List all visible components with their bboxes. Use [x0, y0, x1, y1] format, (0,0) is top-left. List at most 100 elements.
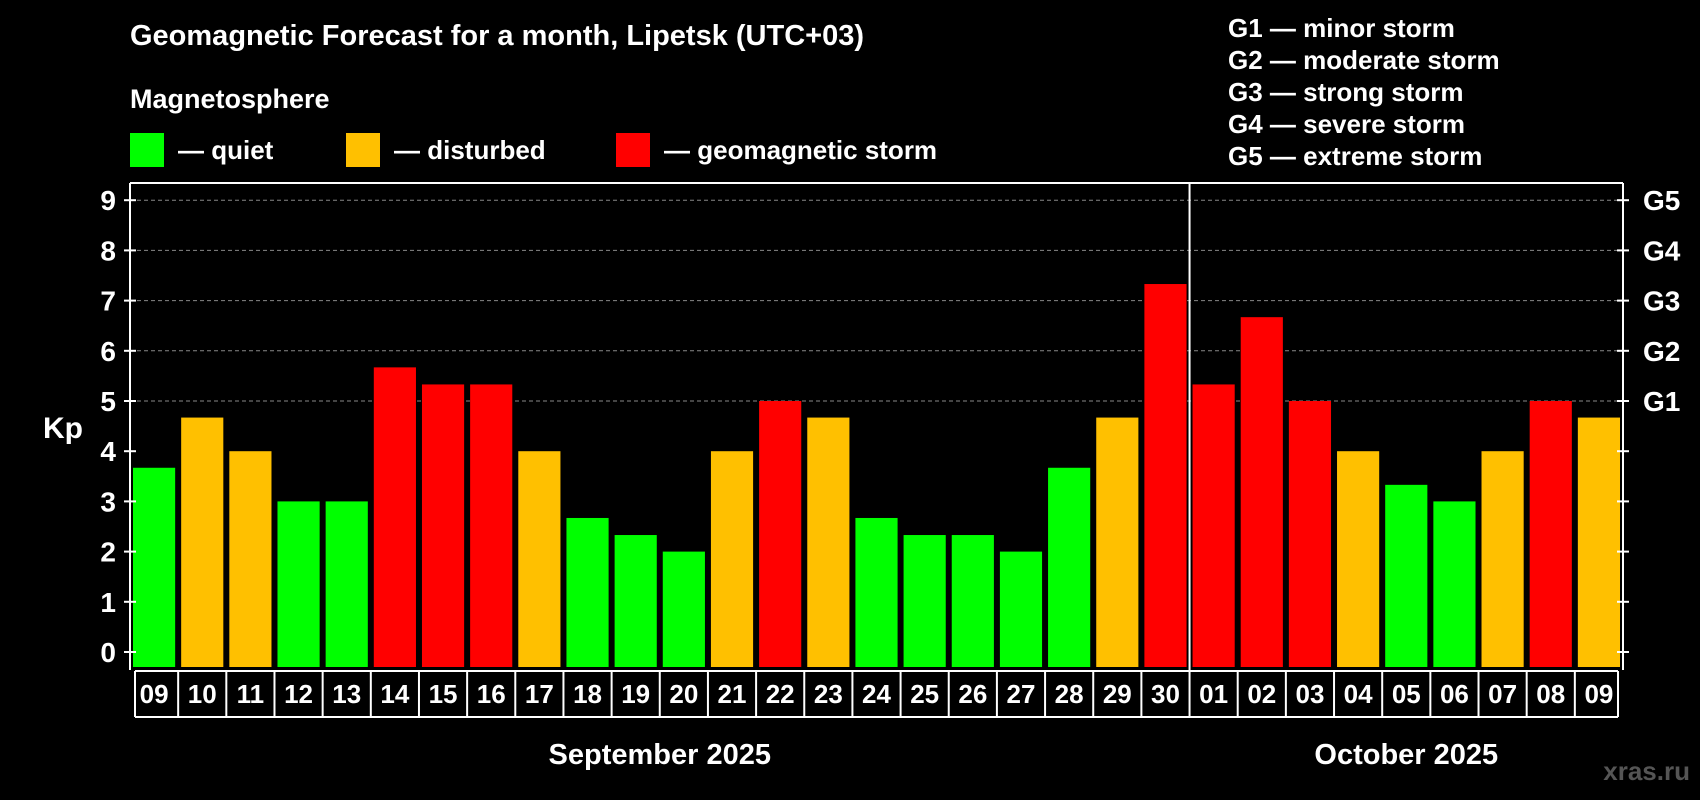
bar-13	[759, 401, 802, 667]
date-label-16: 25	[910, 679, 939, 709]
legend-subtitle: Magnetosphere	[130, 84, 330, 114]
date-label-17: 26	[958, 679, 987, 709]
bar-27	[1433, 501, 1476, 667]
date-label-21: 30	[1151, 679, 1180, 709]
bar-23	[1240, 317, 1283, 667]
axes	[124, 182, 1629, 718]
bar-12	[710, 451, 754, 667]
y-axis-title: Kp	[43, 412, 83, 445]
ytick-label-0: 0	[100, 637, 116, 668]
right-axis-label-G4: G4	[1643, 235, 1681, 266]
storm-scale-g2: G2 — moderate storm	[1228, 45, 1500, 75]
legend-label-storm: — geomagnetic storm	[664, 134, 938, 165]
ytick-label-2: 2	[100, 537, 116, 568]
date-label-1: 10	[188, 679, 217, 709]
ytick-label-3: 3	[100, 486, 116, 517]
date-label-0: 09	[140, 679, 169, 709]
bar-5	[373, 367, 416, 667]
storm-scale-g4: G4 — severe storm	[1228, 109, 1466, 139]
legend-item-quiet: — quiet	[130, 132, 273, 168]
date-label-8: 17	[525, 679, 554, 709]
date-label-15: 24	[862, 679, 891, 709]
date-label-7: 16	[477, 679, 506, 709]
date-label-9: 18	[573, 679, 602, 709]
bar-16	[903, 535, 946, 667]
bar-6	[421, 384, 465, 667]
right-axis-label-G3: G3	[1643, 286, 1680, 317]
date-label-2: 11	[237, 679, 265, 709]
date-label-27: 06	[1440, 679, 1469, 709]
bar-8	[518, 451, 561, 667]
date-label-6: 15	[429, 679, 458, 709]
date-label-20: 29	[1103, 679, 1132, 709]
date-label-23: 02	[1247, 679, 1276, 709]
date-label-22: 01	[1199, 679, 1228, 709]
ytick-label-8: 8	[100, 235, 116, 266]
legend-item-disturbed: — disturbed	[346, 132, 546, 168]
date-label-28: 07	[1488, 679, 1517, 709]
bar-10	[614, 535, 657, 667]
bar-7	[470, 384, 513, 667]
bar-11	[662, 551, 705, 667]
date-label-3: 12	[284, 679, 313, 709]
date-label-11: 20	[669, 679, 698, 709]
date-label-24: 03	[1295, 679, 1324, 709]
bar-14	[807, 417, 850, 667]
date-label-19: 28	[1055, 679, 1084, 709]
legend-item-storm: — geomagnetic storm	[616, 132, 937, 168]
bar-30	[1577, 417, 1620, 667]
ytick-label-4: 4	[100, 436, 116, 467]
chart-title: Geomagnetic Forecast for a month, Lipets…	[130, 20, 865, 52]
date-label-30: 09	[1584, 679, 1613, 709]
bar-4	[325, 501, 368, 667]
date-label-29: 08	[1536, 679, 1565, 709]
date-label-13: 22	[766, 679, 795, 709]
ytick-label-6: 6	[100, 336, 116, 367]
date-label-14: 23	[814, 679, 843, 709]
bar-28	[1481, 451, 1524, 667]
grid-lines	[130, 199, 1623, 402]
date-label-26: 05	[1392, 679, 1421, 709]
storm-scale-g3: G3 — strong storm	[1228, 77, 1464, 107]
ytick-label-5: 5	[100, 386, 116, 417]
date-label-25: 04	[1344, 679, 1373, 709]
bar-0	[133, 467, 176, 667]
bar-25	[1337, 451, 1380, 667]
legend-swatch-quiet	[130, 133, 164, 167]
bar-26	[1385, 484, 1428, 667]
bar-17	[951, 535, 994, 667]
bar-3	[277, 501, 320, 667]
right-axis-label-G1: G1	[1643, 386, 1680, 417]
storm-scale-g5: G5 — extreme storm	[1228, 141, 1483, 171]
legend-swatch-storm	[616, 133, 650, 167]
bar-22	[1192, 384, 1235, 667]
bar-9	[566, 517, 609, 667]
watermark: xras.ru	[1603, 756, 1690, 786]
bar-15	[855, 517, 898, 667]
legend-swatch-disturbed	[346, 133, 380, 167]
bar-18	[999, 551, 1043, 667]
right-axis-label-G5: G5	[1643, 185, 1680, 216]
month-label-1: October 2025	[1314, 739, 1498, 771]
legend-label-disturbed: — disturbed	[394, 134, 546, 165]
legend-label-quiet: — quiet	[178, 134, 274, 165]
bar-19	[1048, 467, 1091, 667]
ytick-label-9: 9	[100, 185, 116, 216]
storm-scale-legend: G1 — minor storm G2 — moderate storm G3 …	[1228, 12, 1500, 172]
date-label-18: 27	[1007, 679, 1036, 709]
ytick-label-7: 7	[100, 286, 116, 317]
date-label-12: 21	[718, 679, 747, 709]
bar-2	[229, 451, 272, 667]
bar-20	[1096, 417, 1139, 667]
right-axis-label-G2: G2	[1643, 336, 1680, 367]
bar-1	[181, 417, 224, 667]
bars	[133, 284, 1620, 667]
bar-29	[1529, 401, 1572, 667]
bar-21	[1144, 284, 1187, 667]
date-label-5: 14	[380, 679, 409, 709]
storm-scale-g1: G1 — minor storm	[1228, 13, 1455, 43]
ytick-label-1: 1	[100, 587, 116, 618]
month-label-0: September 2025	[549, 739, 771, 771]
